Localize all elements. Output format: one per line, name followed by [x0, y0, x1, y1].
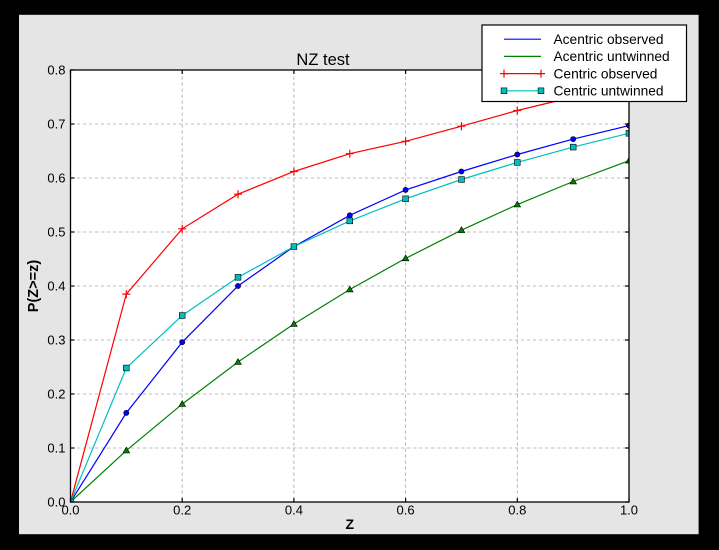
svg-text:0.2: 0.2 [173, 503, 191, 518]
svg-text:Acentric untwinned: Acentric untwinned [554, 49, 670, 64]
svg-text:0.7: 0.7 [47, 116, 65, 131]
svg-text:Centric untwinned: Centric untwinned [554, 84, 664, 99]
svg-text:0.0: 0.0 [61, 503, 79, 518]
svg-text:0.5: 0.5 [47, 224, 65, 239]
svg-text:0.8: 0.8 [508, 503, 526, 518]
svg-text:0.2: 0.2 [47, 386, 65, 401]
svg-text:NZ test: NZ test [296, 51, 350, 69]
svg-text:1.0: 1.0 [620, 503, 638, 518]
svg-text:P(Z>=z): P(Z>=z) [26, 260, 42, 313]
svg-text:0.4: 0.4 [47, 278, 65, 293]
svg-text:Centric observed: Centric observed [554, 66, 658, 81]
svg-text:Z: Z [346, 516, 355, 532]
svg-text:Acentric observed: Acentric observed [554, 32, 664, 47]
svg-text:0.4: 0.4 [285, 503, 303, 518]
svg-text:0.3: 0.3 [47, 332, 65, 347]
svg-text:0.1: 0.1 [47, 440, 65, 455]
svg-text:0.0: 0.0 [47, 494, 65, 509]
svg-text:0.6: 0.6 [47, 170, 65, 185]
svg-text:0.6: 0.6 [397, 503, 415, 518]
svg-text:0.8: 0.8 [47, 62, 65, 77]
